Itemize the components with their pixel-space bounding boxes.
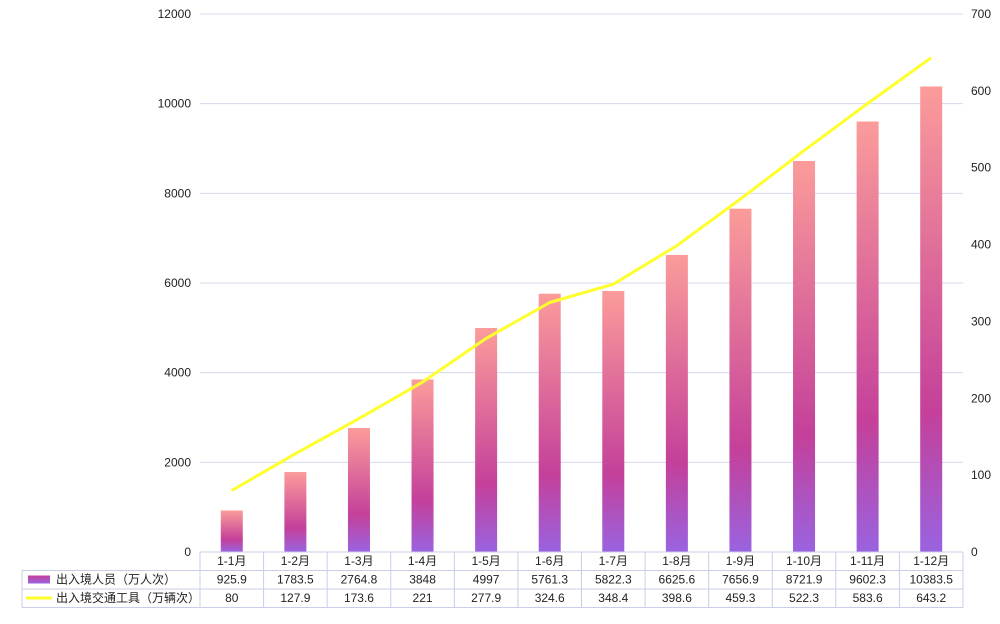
category-label: 1-12月 xyxy=(913,554,949,568)
bar xyxy=(411,379,434,552)
table-cell: 8721.9 xyxy=(786,573,823,587)
data-table: 1-1月 1-2月 1-3月 1-4月 1-5月 1-6月 1-7月 1-8月 1-9月 1-10… xyxy=(21,551,964,608)
right-tick-label: 400 xyxy=(971,238,991,252)
category-label: 1-8月 xyxy=(662,554,691,568)
left-tick-label: 0 xyxy=(184,545,191,559)
table-cell: 9602.3 xyxy=(849,573,886,587)
category-label: 1-10月 xyxy=(786,554,822,568)
table-cell: 6625.6 xyxy=(659,573,696,587)
right-y-axis: 0 100 200 300 400 500 600 700 xyxy=(971,7,991,559)
table-cell: 2764.8 xyxy=(341,573,378,587)
legend-swatch-bar xyxy=(28,575,50,584)
table-cell: 173.6 xyxy=(344,591,374,605)
right-tick-label: 300 xyxy=(971,314,991,328)
bar xyxy=(920,86,943,552)
table-cell: 5761.3 xyxy=(531,573,568,587)
category-label: 1-6月 xyxy=(535,554,564,568)
left-y-axis: 0 2000 4000 6000 8000 10000 12000 xyxy=(158,7,192,559)
table-cell: 277.9 xyxy=(471,591,501,605)
bar-series xyxy=(220,86,943,553)
table-cell: 7656.9 xyxy=(722,573,759,587)
category-label: 1-3月 xyxy=(344,554,373,568)
table-cell: 127.9 xyxy=(280,591,310,605)
table-cell: 1783.5 xyxy=(277,573,314,587)
category-label: 1-9月 xyxy=(726,554,755,568)
right-tick-label: 100 xyxy=(971,468,991,482)
legend-label-line: 出入境交通工具（万辆次） xyxy=(56,590,200,605)
bar xyxy=(665,254,688,552)
category-label: 1-7月 xyxy=(599,554,628,568)
bar xyxy=(538,293,561,552)
table-cell: 643.2 xyxy=(916,591,946,605)
table-cell: 80 xyxy=(225,591,239,605)
category-label: 1-1月 xyxy=(217,554,246,568)
line-series xyxy=(231,56,933,492)
right-tick-label: 700 xyxy=(971,7,991,21)
bar xyxy=(347,428,370,552)
table-cell: 398.6 xyxy=(662,591,692,605)
table-cell: 348.4 xyxy=(598,591,628,605)
table-cell: 522.3 xyxy=(789,591,819,605)
left-tick-label: 4000 xyxy=(164,366,191,380)
table-cell: 459.3 xyxy=(725,591,755,605)
category-label: 1-5月 xyxy=(471,554,500,568)
table-cell: 925.9 xyxy=(217,573,247,587)
table-cell: 221 xyxy=(413,591,433,605)
line-series-path xyxy=(231,56,933,492)
table-cell: 583.6 xyxy=(853,591,883,605)
bar xyxy=(793,160,816,553)
left-tick-label: 2000 xyxy=(164,455,191,469)
bar xyxy=(220,510,243,552)
category-label: 1-4月 xyxy=(408,554,437,568)
left-tick-label: 12000 xyxy=(158,7,192,21)
bar xyxy=(602,290,625,552)
bar xyxy=(729,208,752,553)
bar xyxy=(284,472,307,552)
bar xyxy=(475,327,498,552)
right-tick-label: 500 xyxy=(971,161,991,175)
category-label: 1-11月 xyxy=(850,554,885,568)
table-cell: 10383.5 xyxy=(910,573,954,587)
table-cell: 5822.3 xyxy=(595,573,632,587)
bar xyxy=(856,121,879,552)
table-cell: 324.6 xyxy=(535,591,565,605)
left-tick-label: 10000 xyxy=(158,97,192,111)
right-tick-label: 600 xyxy=(971,84,991,98)
left-tick-label: 8000 xyxy=(164,186,191,200)
legend-label-bar: 出入境人员（万人次） xyxy=(56,572,176,587)
gridlines xyxy=(200,13,963,553)
table-cell: 4997 xyxy=(473,573,500,587)
category-label: 1-2月 xyxy=(281,554,310,568)
right-tick-label: 0 xyxy=(971,545,978,559)
table-cell: 3848 xyxy=(409,573,436,587)
left-tick-label: 6000 xyxy=(164,276,191,290)
right-tick-label: 200 xyxy=(971,391,991,405)
